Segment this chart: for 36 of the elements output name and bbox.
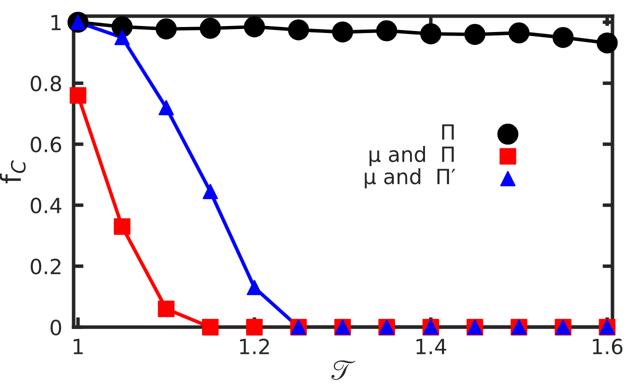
legend-label: μ and Π	[370, 146, 454, 166]
point	[332, 21, 354, 42]
point	[288, 19, 310, 40]
point	[246, 318, 263, 336]
x-tick-label: 1.2	[240, 338, 269, 354]
point	[246, 280, 262, 296]
x-tick-label: 1.4	[416, 338, 446, 354]
point	[464, 24, 486, 45]
y-tick-label: 1	[52, 14, 61, 30]
point	[114, 30, 130, 46]
x-tick-label: 1.6	[592, 338, 622, 354]
x-axis-title: 𝒯	[331, 360, 356, 380]
point	[200, 18, 221, 39]
y-tick-label: 0.6	[30, 136, 62, 152]
point	[114, 218, 130, 235]
y-tick-label: 0.8	[30, 76, 62, 92]
y-tick-label: 0.2	[30, 258, 60, 274]
point	[376, 20, 398, 42]
y-tick-label: 0.4	[30, 198, 62, 214]
point	[158, 100, 174, 116]
point	[244, 16, 265, 38]
legend-label: Π	[442, 124, 454, 140]
y-axis-title: f$_{C}$	[0, 160, 26, 184]
point	[202, 184, 218, 200]
point	[552, 26, 574, 48]
y-tick-label: 0	[50, 320, 62, 336]
legend-label: μ and Π′	[364, 168, 456, 188]
point	[508, 22, 530, 44]
point	[112, 16, 133, 38]
point	[596, 32, 618, 54]
point	[156, 18, 177, 40]
point	[158, 300, 175, 318]
x-tick-label: 1	[74, 338, 83, 354]
point	[70, 87, 86, 104]
point	[202, 318, 219, 336]
point	[420, 23, 442, 44]
